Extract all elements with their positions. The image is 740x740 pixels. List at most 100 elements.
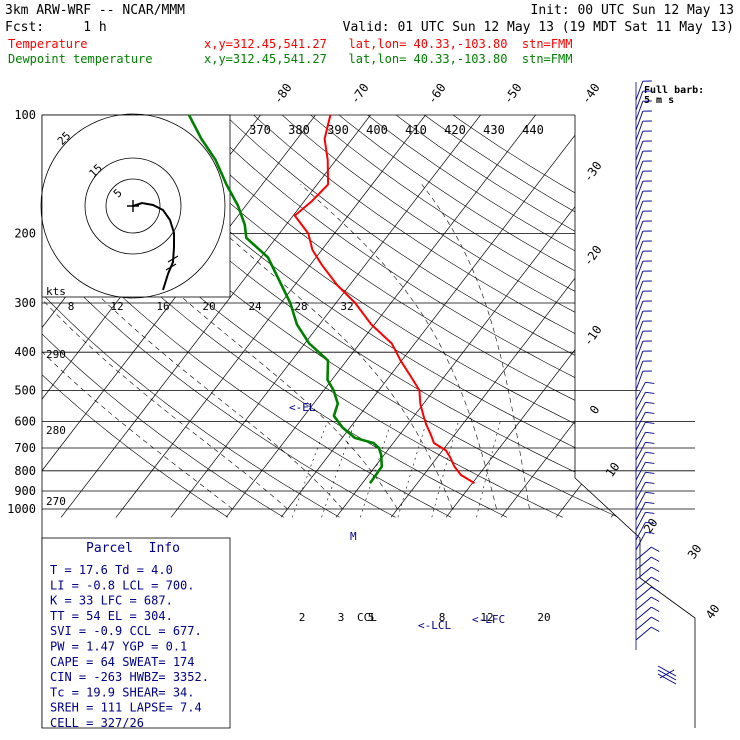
isotherm-label: -20	[581, 243, 605, 269]
mixing-ratio-label: 12	[480, 611, 493, 624]
hodograph-scale-label: 20	[202, 300, 215, 313]
level-marker-label: M	[350, 530, 357, 543]
hodograph-scale-label: 24	[248, 300, 262, 313]
isotherm-label: -40	[579, 81, 603, 107]
wind-barb-flag	[651, 626, 660, 632]
mixing-ratio-label: 3	[338, 611, 345, 624]
wind-barb-flag	[645, 471, 655, 474]
wind-barb-flag	[651, 606, 660, 612]
wind-barb-flag	[645, 401, 655, 404]
hodograph: 25 15 5 kts	[40, 113, 231, 299]
wind-barb-staff	[635, 151, 644, 171]
wind-barb-staff	[635, 512, 646, 531]
theta-top-label: 430	[483, 123, 505, 137]
hodograph-scale-label: 16	[156, 300, 169, 313]
wind-barb-staff	[635, 301, 644, 321]
theta-side-label: 280	[46, 424, 66, 437]
isotherm-label: 20	[641, 516, 661, 536]
isotherm-line	[170, 115, 495, 518]
wind-barb-staff	[635, 221, 644, 241]
isotherm-line	[280, 115, 605, 518]
wind-barb-staff	[635, 556, 652, 571]
dry-adiabat-line	[261, 115, 695, 518]
mixing-ratio-label: 2	[299, 611, 306, 624]
theta-top-label: 420	[444, 123, 466, 137]
isotherm-line	[610, 115, 695, 518]
isotherm-label: -50	[501, 81, 525, 107]
theta-top-label: 400	[366, 123, 388, 137]
wind-barb-staff	[635, 596, 652, 611]
wind-barb-staff	[635, 566, 652, 581]
wind-barb-staff	[635, 462, 646, 481]
wind-barb-staff	[635, 191, 644, 211]
wind-barb-staff	[635, 452, 646, 471]
temperature-profile-line	[293, 114, 476, 485]
wind-barb-staff	[635, 161, 644, 181]
barb-legend-line-1: Full barb:	[644, 85, 704, 96]
surface-wind-barb	[657, 665, 677, 685]
wind-barb-staff	[635, 101, 644, 121]
isotherm-line	[42, 115, 330, 518]
pressure-tick-label: 700	[14, 441, 36, 455]
wind-barb-staff	[635, 482, 646, 501]
wind-barb-staff	[635, 311, 644, 331]
moist-adiabat-line	[421, 184, 530, 510]
isotherm-label: -70	[348, 81, 372, 107]
wind-barb-flag	[651, 616, 660, 622]
wind-barb-staff	[635, 616, 652, 631]
wind-barb-staff	[635, 261, 644, 281]
wind-barb-staff	[635, 626, 652, 641]
wind-barb-staff	[635, 392, 646, 411]
wind-barb-staff	[635, 341, 644, 361]
pressure-tick-label: 200	[14, 227, 36, 241]
wind-barb-staff	[635, 141, 644, 161]
mixing-ratio-line	[360, 421, 392, 518]
wind-barb-flag	[645, 421, 655, 424]
wind-barb-flag	[645, 521, 655, 524]
pressure-tick-label: 600	[14, 415, 36, 429]
wind-barb-flag	[645, 481, 655, 484]
wind-barb-flag	[651, 586, 660, 592]
dewpoint-profile-line	[187, 114, 384, 484]
mixing-ratio-line	[321, 421, 356, 518]
wind-barb-staff	[635, 131, 644, 151]
mixing-ratio-line	[476, 421, 501, 518]
wind-barb-flag	[651, 566, 660, 572]
dewpoint-legend-info: x,y=312.45,541.27 lat,lon= 40.33,-103.80…	[204, 52, 572, 66]
temperature-legend-info: x,y=312.45,541.27 lat,lon= 40.33,-103.80…	[204, 37, 572, 51]
wind-barb-staff	[635, 321, 644, 341]
parcel-info-row: CAPE = 64 SWEAT= 174	[50, 655, 195, 669]
isotherm-line	[60, 115, 385, 518]
mixing-ratio-label: 5	[368, 611, 375, 624]
hodograph-trace-tick	[165, 255, 179, 271]
dewpoint-legend-label: Dewpoint temperature	[8, 52, 153, 66]
wind-barb-staff	[635, 382, 646, 401]
hodograph-scale-label: 28	[294, 300, 307, 313]
isotherm-line	[390, 115, 695, 518]
level-marker-label: <-LCL	[418, 619, 451, 632]
dry-adiabat-line	[123, 115, 695, 518]
wind-barb-staff	[635, 171, 644, 191]
wind-barb-staff	[635, 402, 646, 421]
mixing-ratio-label: 8	[439, 611, 446, 624]
wind-barb-flag	[651, 556, 660, 562]
isotherm-line	[115, 115, 440, 518]
dry-adiabat-line	[234, 115, 695, 518]
parcel-info-title: Parcel Info	[86, 541, 180, 556]
parcel-info-row: T = 17.6 Td = 4.0	[50, 563, 173, 577]
wind-barb-staff	[635, 502, 646, 521]
isotherm-label: 10	[603, 460, 623, 480]
pressure-tick-label: 400	[14, 345, 36, 359]
init-time: Init: 00 UTC Sun 12 May 13	[531, 3, 735, 18]
theta-top-label: 410	[405, 123, 427, 137]
parcel-info-row: PW = 1.47 YGP = 0.1	[50, 640, 187, 654]
wind-barb-staff	[635, 422, 646, 441]
wind-barb-flag	[645, 441, 655, 444]
mixing-ratio-line	[292, 421, 328, 518]
parcel-info-row: K = 33 LFC = 687.	[50, 594, 173, 608]
wind-barb-flag	[645, 451, 655, 454]
wind-barb-staff	[635, 522, 646, 541]
wind-barb-staff	[635, 371, 644, 391]
moist-adiabat-line	[300, 184, 497, 510]
